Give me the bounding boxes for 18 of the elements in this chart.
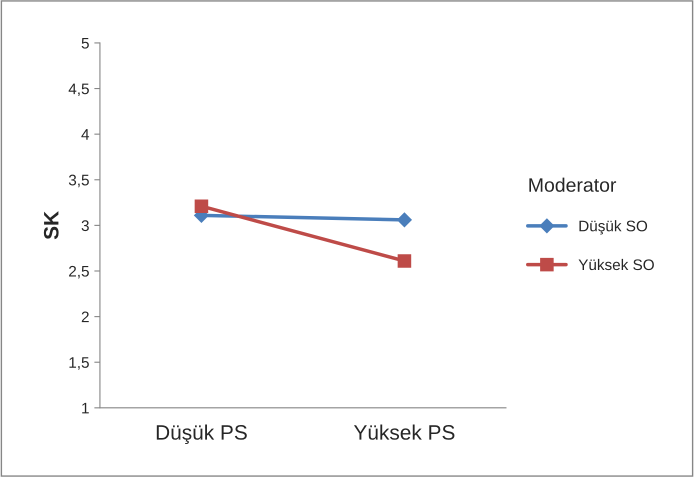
- y-tick-label: 1: [82, 402, 89, 414]
- y-tick-label: 4: [81, 129, 90, 140]
- legend-label: Yüksek SO: [578, 258, 654, 270]
- y-tick-label: 4,5: [68, 84, 89, 96]
- y-axis-title: SK: [44, 211, 59, 240]
- point: [397, 212, 412, 228]
- y-tick-label: 1,5: [69, 357, 89, 370]
- legend-label: Düşük SO: [579, 220, 648, 234]
- y-tick-label: 5: [82, 38, 89, 49]
- point: [194, 199, 208, 213]
- y-tick-label: 2: [82, 311, 89, 322]
- x-tick-label: Yüksek PS: [354, 424, 454, 440]
- y-tick-label: 2,5: [69, 266, 89, 278]
- point: [398, 254, 412, 268]
- legend-title: Moderator: [529, 178, 616, 192]
- y-tick-label: 3: [82, 220, 89, 232]
- y-tick-label: 3,5: [68, 174, 89, 188]
- x-tick-label: Düşük PS: [156, 424, 247, 444]
